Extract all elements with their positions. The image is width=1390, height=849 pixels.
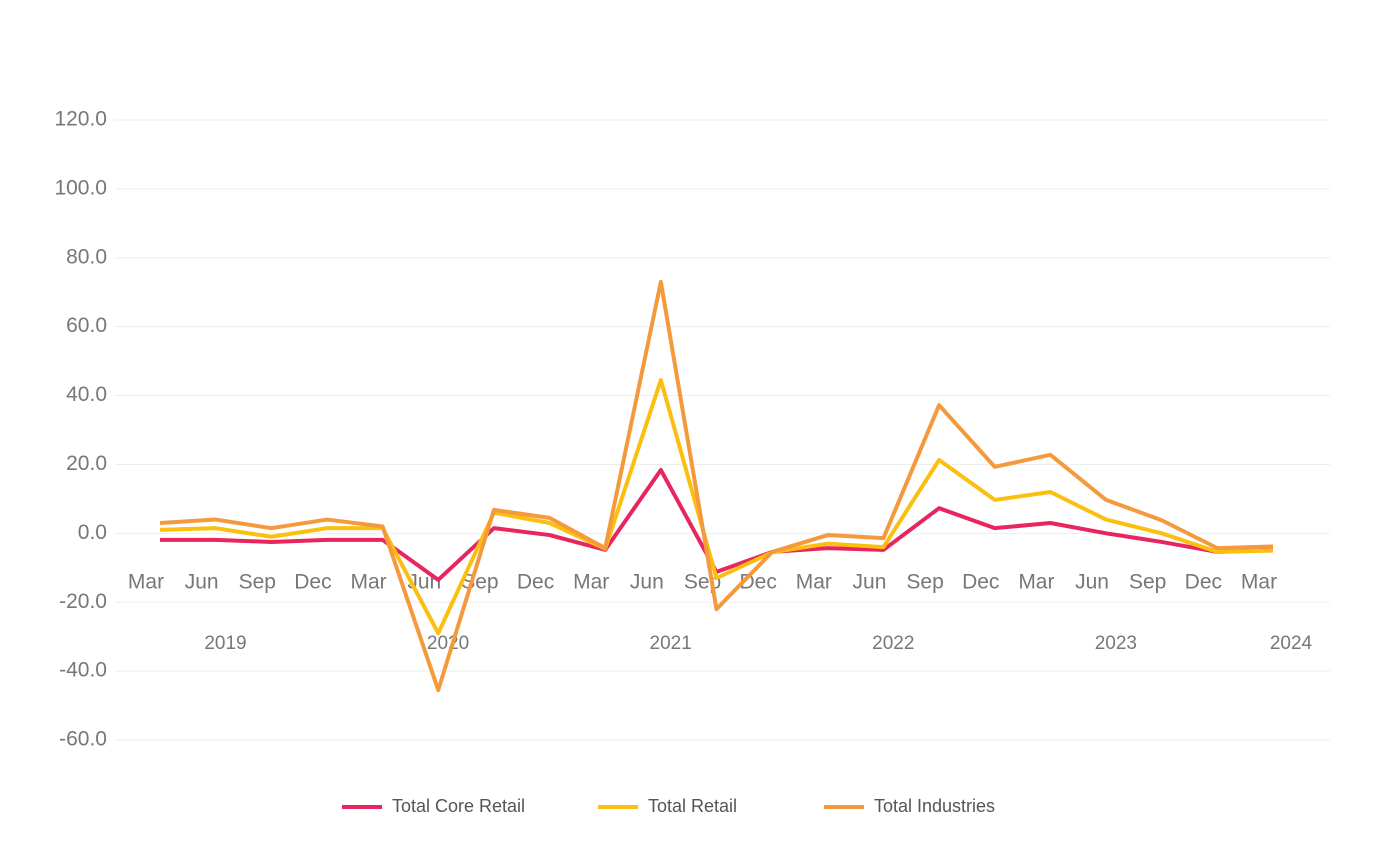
x-group-label: 2021 (650, 633, 692, 654)
x-tick-label: Jun (185, 571, 219, 594)
x-tick-label: Mar (796, 571, 832, 594)
y-tick-label: 40.0 (66, 383, 107, 406)
x-tick-label: Sep (1129, 571, 1166, 594)
y-tick-label: 80.0 (66, 245, 107, 268)
x-tick-label: Dec (294, 571, 331, 594)
x-group-label: 2023 (1095, 633, 1137, 654)
y-tick-label: -60.0 (59, 728, 107, 751)
line-series (160, 467, 1274, 582)
x-tick-label: Jun (630, 571, 664, 594)
x-tick-label: Mar (128, 571, 164, 594)
x-tick-label: Mar (1018, 571, 1054, 594)
x-group-label: 2024 (1270, 633, 1313, 654)
x-group-label: 2019 (204, 633, 246, 654)
x-tick-label: Dec (1185, 571, 1222, 594)
y-tick-label: -40.0 (59, 659, 107, 682)
x-tick-label: Dec (962, 571, 999, 594)
x-tick-label: Dec (517, 571, 554, 594)
x-tick-label: Jun (1075, 571, 1109, 594)
x-tick-label: Mar (351, 571, 387, 594)
x-tick-label: Sep (239, 571, 276, 594)
legend-label: Total Core Retail (392, 796, 525, 816)
y-tick-label: 120.0 (54, 108, 107, 131)
y-tick-label: 0.0 (78, 521, 107, 544)
y-tick-label: 60.0 (66, 314, 107, 337)
line-series (159, 279, 1274, 693)
legend-label: Total Industries (874, 796, 995, 816)
x-tick-label: Jun (853, 571, 887, 594)
line-series (159, 378, 1274, 636)
x-group-label: 2022 (872, 633, 914, 654)
y-tick-label: 20.0 (66, 452, 107, 475)
x-tick-label: Mar (1241, 571, 1277, 594)
y-tick-label: 100.0 (54, 176, 107, 199)
x-tick-label: Mar (573, 571, 609, 594)
y-tick-label: -20.0 (59, 590, 107, 613)
x-tick-label: Sep (906, 571, 943, 594)
legend-label: Total Retail (648, 796, 737, 816)
x-group-label: 2020 (427, 633, 469, 654)
